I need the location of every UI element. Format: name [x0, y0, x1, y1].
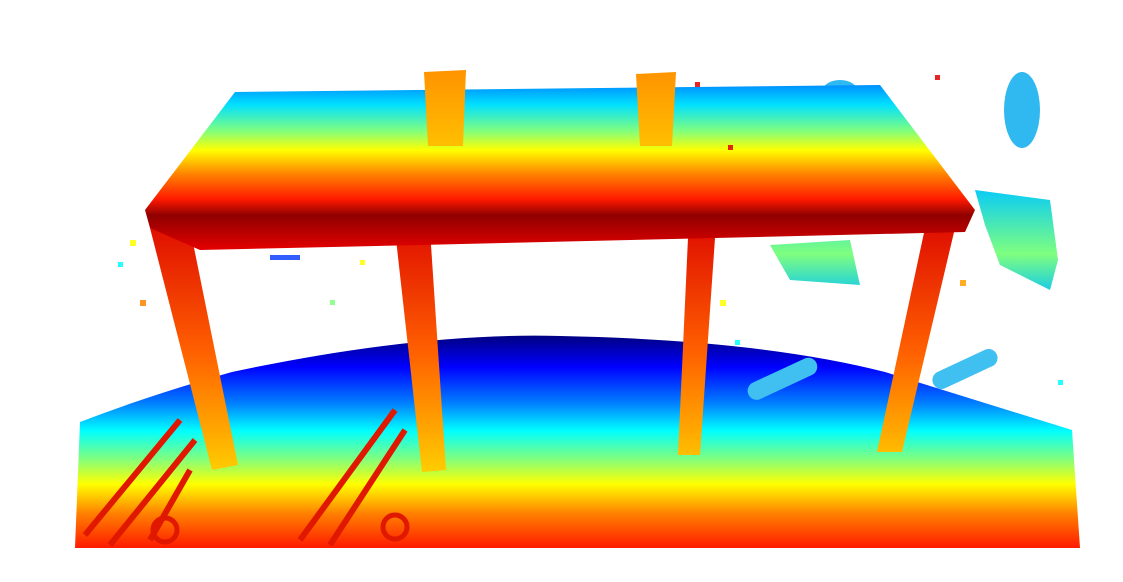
noise: [130, 240, 136, 246]
noise: [118, 262, 123, 267]
post: [424, 70, 466, 146]
table-leg: [877, 228, 955, 452]
noise: [1058, 380, 1063, 385]
noise: [360, 260, 365, 265]
chair-wheel: [150, 515, 180, 545]
floor: [75, 335, 1080, 548]
object-blob: [1004, 72, 1040, 148]
noise: [695, 82, 700, 87]
scatter-noise: [118, 75, 1063, 385]
noise: [140, 300, 146, 306]
bar-object: [932, 349, 998, 389]
noise: [935, 75, 940, 80]
chair-wheel: [380, 512, 410, 542]
noise: [270, 255, 300, 260]
noise: [735, 340, 740, 345]
noise: [330, 300, 335, 305]
table-top: [145, 85, 975, 250]
table-leg: [395, 230, 446, 472]
right-chair: [770, 240, 860, 285]
noise: [960, 280, 966, 286]
noise: [720, 300, 726, 306]
noise: [728, 145, 733, 150]
table-leg: [678, 238, 715, 455]
right-chair-back: [975, 190, 1058, 290]
table-leg: [150, 228, 238, 470]
bar-object: [747, 357, 818, 400]
post: [636, 72, 676, 146]
chair-frame-left: [82, 408, 408, 547]
